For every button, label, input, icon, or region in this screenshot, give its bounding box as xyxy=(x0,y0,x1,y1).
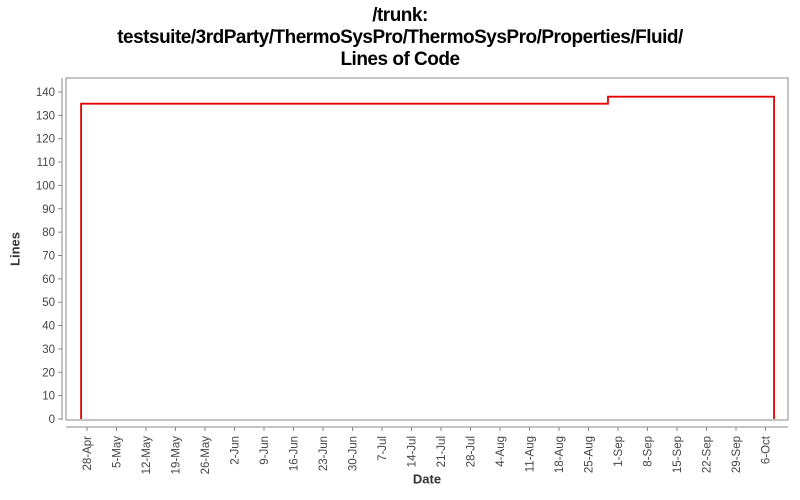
x-tick-label: 28-Apr xyxy=(82,436,94,471)
y-tick-label: 80 xyxy=(42,227,55,239)
chart-title-metric: Lines of Code xyxy=(340,49,460,70)
y-tick-label: 120 xyxy=(36,134,55,146)
x-tick-label: 28-Jul xyxy=(466,436,478,467)
x-tick-label: 1-Sep xyxy=(613,436,625,467)
y-tick-label: 130 xyxy=(36,110,55,122)
x-tick-label: 12-May xyxy=(141,436,153,475)
x-tick-label: 21-Jul xyxy=(436,436,448,467)
x-tick-label: 4-Aug xyxy=(495,436,507,467)
x-tick-label: 6-Oct xyxy=(761,435,773,464)
plot-border xyxy=(65,77,789,421)
y-tick-label: 30 xyxy=(42,344,55,356)
chart-title-path-prefix: /trunk: xyxy=(372,5,428,26)
x-tick-label: 30-Jun xyxy=(348,436,360,471)
x-tick-label: 26-May xyxy=(200,436,212,475)
x-tick-label: 8-Sep xyxy=(643,436,655,467)
y-tick-label: 40 xyxy=(42,321,55,333)
x-tick-label: 11-Aug xyxy=(525,436,537,472)
x-tick-label: 29-Sep xyxy=(731,436,743,473)
x-tick-label: 23-Jun xyxy=(318,436,330,471)
x-tick-label: 22-Sep xyxy=(702,436,714,473)
y-tick-label: 20 xyxy=(42,367,55,379)
loc-series-line xyxy=(80,95,775,419)
chart-title: /trunk: testsuite/3rdParty/ThermoSysPro/… xyxy=(0,5,800,71)
x-tick-label: 7-Jul xyxy=(377,436,389,461)
y-tick-label: 60 xyxy=(42,274,55,286)
x-tick-label: 14-Jul xyxy=(407,436,419,467)
x-tick-label: 15-Sep xyxy=(672,436,684,473)
x-tick-label: 25-Aug xyxy=(584,436,596,473)
chart-title-path: testsuite/3rdParty/ThermoSysPro/ThermoSy… xyxy=(117,27,683,48)
y-tick-label: 110 xyxy=(37,157,55,169)
y-tick-label: 70 xyxy=(42,251,55,263)
x-tick-label: 9-Jun xyxy=(259,436,271,465)
x-tick-label: 16-Jun xyxy=(289,436,301,471)
y-tick-label: 100 xyxy=(36,180,55,192)
x-tick-label: 19-May xyxy=(171,436,183,475)
x-tick-label: 5-May xyxy=(112,436,124,468)
y-tick-label: 140 xyxy=(36,87,55,99)
x-tick-label: 2-Jun xyxy=(230,436,242,465)
x-tick-label: 18-Aug xyxy=(554,436,566,473)
y-tick-label: 0 xyxy=(49,414,55,426)
y-tick-label: 50 xyxy=(42,297,55,309)
y-tick-label: 10 xyxy=(42,391,55,403)
y-tick-label: 90 xyxy=(42,204,55,216)
x-axis-title: Date xyxy=(412,471,442,487)
